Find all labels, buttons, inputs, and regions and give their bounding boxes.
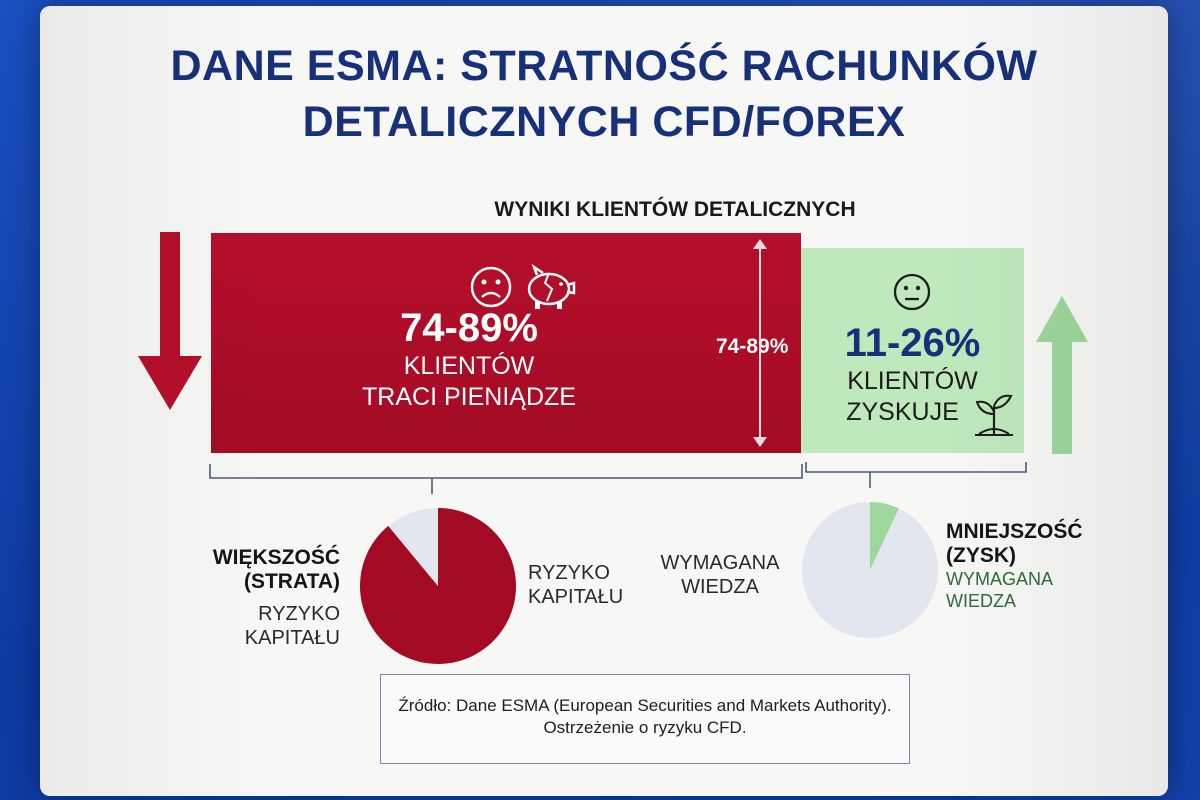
loss-pie-right-line-2: KAPITAŁU [528, 586, 624, 608]
loss-pie-sublabel-line-2: KAPITAŁU [244, 627, 340, 649]
range-arrow-up-icon [753, 239, 767, 249]
gain-bar: 11-26% KLIENTÓW ZYSKUJE [801, 248, 1024, 453]
gain-pie-left-line-1: WYMAGANA [660, 552, 780, 574]
plant-sprout-icon [975, 394, 1013, 436]
gain-percentage: 11-26% [844, 321, 981, 365]
gain-pie-chart [802, 502, 938, 638]
gain-pie-slice-1 [802, 502, 938, 638]
gain-label: 11-26% KLIENTÓW ZYSKUJE [801, 320, 1024, 428]
neutral-face-icon [893, 273, 931, 311]
page-title: DANE ESMA: STRATNOŚĆ RACHUNKÓW DETALICZN… [40, 38, 1168, 150]
title-line-1: DANE ESMA: STRATNOŚĆ RACHUNKÓW [170, 42, 1038, 90]
loss-bracket [209, 464, 803, 494]
chart-subtitle: WYNIKI KLIENTÓW DETALICZNYCH [494, 198, 856, 221]
broken-piggy-bank-icon [527, 263, 576, 309]
gain-pie-title: MNIEJSZOŚĆ (ZYSK) [946, 520, 1083, 568]
up-arrow-icon [1036, 296, 1088, 454]
source-line-1: Źródło: Dane ESMA (European Securities a… [398, 696, 892, 715]
gain-pie-left-line-2: WIEDZA [681, 576, 759, 598]
loss-label: 74-89% KLIENTÓW TRACI PIENIĄDZE [211, 305, 727, 413]
source-line-2: Ostrzeżenie o ryzyku CFD. [543, 718, 747, 737]
loss-bar: 74-89% KLIENTÓW TRACI PIENIĄDZE 74-89% [211, 233, 801, 453]
loss-pie-title: WIĘKSZOŚĆ (STRATA) [170, 546, 340, 594]
loss-pie-title-line-2: (STRATA) [243, 570, 340, 593]
slide: DANE ESMA: STRATNOŚĆ RACHUNKÓW DETALICZN… [40, 6, 1168, 796]
gain-pie-left-label: WYMAGANA WIEDZA [650, 551, 790, 599]
title-line-2: DETALICZNYCH CFD/FOREX [302, 98, 906, 146]
loss-line-2: TRACI PIENIĄDZE [362, 383, 576, 411]
sad-face-icon [470, 266, 512, 308]
source-note: Źródło: Dane ESMA (European Securities a… [380, 674, 910, 764]
loss-pie-slice-1 [388, 508, 438, 586]
down-arrow-icon [138, 232, 202, 410]
gain-pie-sublabel-line-1: WYMAGANA [946, 569, 1054, 589]
gain-line-2: ZYSKUJE [846, 398, 959, 426]
loss-percentage: 74-89% [400, 306, 538, 350]
gain-line-1: KLIENTÓW [847, 367, 978, 395]
loss-pie-chart [360, 508, 516, 664]
range-arrow-down-icon [753, 437, 767, 447]
loss-pie-sublabel-line-1: RYZYKO [258, 603, 340, 625]
gain-bracket [805, 462, 1027, 488]
loss-range-label: 74-89% [716, 335, 789, 358]
gain-pie-sublabel: WYMAGANA WIEDZA [946, 568, 1053, 612]
gain-pie-title-line-2: (ZYSK) [946, 544, 1016, 567]
loss-pie-right-line-1: RYZYKO [528, 562, 610, 584]
gain-pie-title-line-1: MNIEJSZOŚĆ [946, 520, 1083, 543]
loss-pie-sublabel: RYZYKO KAPITAŁU [170, 602, 340, 650]
loss-pie-right-label: RYZYKO KAPITAŁU [528, 561, 623, 609]
loss-pie-title-line-1: WIĘKSZOŚĆ [212, 546, 340, 569]
gain-pie-sublabel-line-2: WIEDZA [946, 591, 1016, 611]
loss-line-1: KLIENTÓW [403, 352, 535, 380]
range-line [759, 245, 761, 441]
gain-pie-slice-0 [870, 502, 899, 570]
